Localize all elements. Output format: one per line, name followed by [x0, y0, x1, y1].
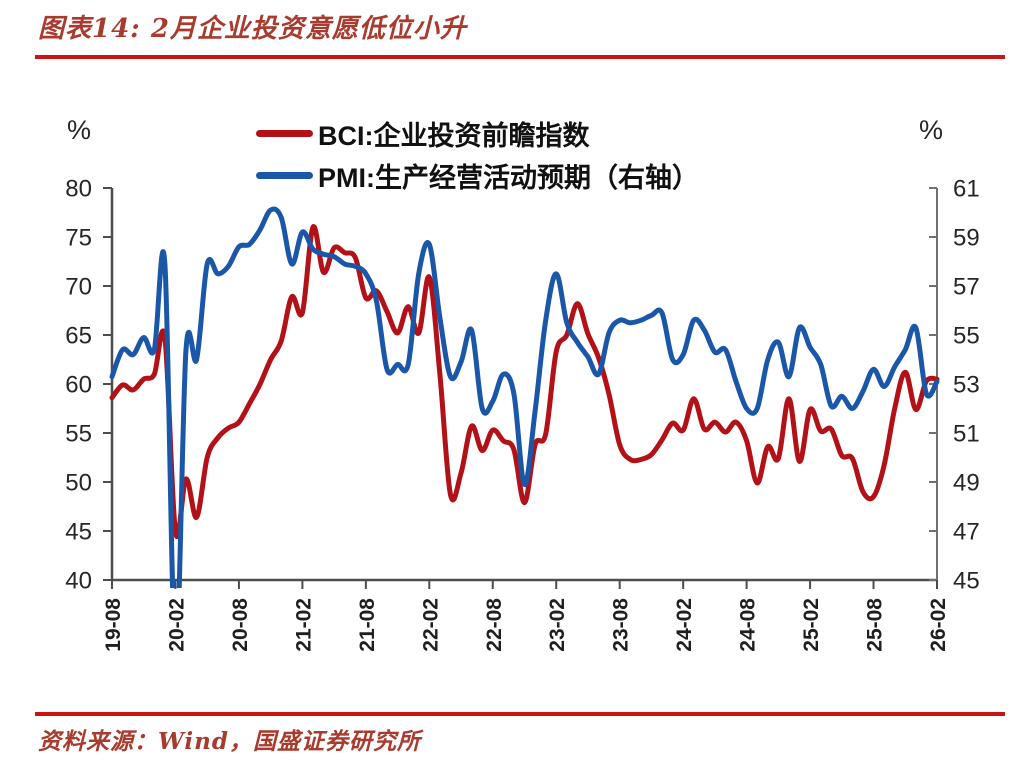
y-axis-label-left: 60	[65, 372, 92, 399]
left-axis-unit: %	[67, 115, 91, 145]
top-divider	[35, 55, 1005, 59]
pmi-line-swatch	[256, 171, 313, 179]
legend-label-bci: BCI:企业投资前瞻指数	[318, 120, 590, 151]
y-axis-label-right: 57	[953, 274, 980, 301]
x-axis-label: 24-08	[737, 598, 760, 652]
x-axis-label: 23-08	[610, 598, 633, 652]
x-axis-label: 26-02	[927, 598, 950, 652]
y-axis-label-right: 47	[953, 519, 980, 546]
x-axis-label: 20-08	[229, 598, 252, 652]
y-axis-label-right: 61	[953, 176, 980, 203]
right-axis-unit: %	[919, 115, 943, 145]
bci-series-line	[109, 224, 940, 539]
chart-title: 图表14: 2月企业投资意愿低位小升	[38, 14, 467, 44]
y-axis-label-left: 80	[65, 176, 92, 203]
legend-label-pmi: PMI:生产经营活动预期（右轴）	[318, 162, 699, 193]
legend-item-pmi: PMI:生产经营活动预期（右轴）	[256, 154, 699, 196]
y-axis-label-left: 55	[65, 421, 92, 448]
y-axis-label-right: 49	[953, 470, 980, 497]
pmi-series-line	[109, 206, 940, 588]
y-axis-label-right: 45	[953, 568, 980, 595]
y-axis-label-left: 40	[65, 568, 92, 595]
x-axis-label: 23-02	[546, 598, 569, 652]
y-axis-label-right: 59	[953, 225, 980, 252]
source-note: 资料来源：Wind，国盛证券研究所	[38, 728, 421, 755]
x-axis-label: 22-02	[419, 598, 442, 652]
y-axis-label-right: 51	[953, 421, 980, 448]
y-axis-label-right: 55	[953, 323, 980, 350]
y-axis-label-left: 65	[65, 323, 92, 350]
y-axis-label-left: 50	[65, 470, 92, 497]
x-axis-label: 24-02	[673, 598, 696, 652]
x-axis-label: 25-02	[800, 598, 823, 652]
x-axis-label: 20-02	[165, 598, 188, 652]
bottom-divider	[35, 712, 1005, 716]
y-axis-label-left: 75	[65, 225, 92, 252]
legend-item-bci: BCI:企业投资前瞻指数	[256, 112, 699, 154]
y-axis-label-right: 53	[953, 372, 980, 399]
chart-legend: BCI:企业投资前瞻指数 PMI:生产经营活动预期（右轴）	[256, 112, 699, 196]
x-axis-label: 19-08	[102, 598, 125, 652]
x-axis-label: 22-08	[483, 598, 506, 652]
bci-line-swatch	[256, 129, 313, 137]
y-axis-label-left: 70	[65, 274, 92, 301]
y-axis-label-left: 45	[65, 519, 92, 546]
x-axis-label: 21-02	[292, 598, 315, 652]
x-axis-label: 21-08	[356, 598, 379, 652]
x-axis-label: 25-08	[864, 598, 887, 652]
